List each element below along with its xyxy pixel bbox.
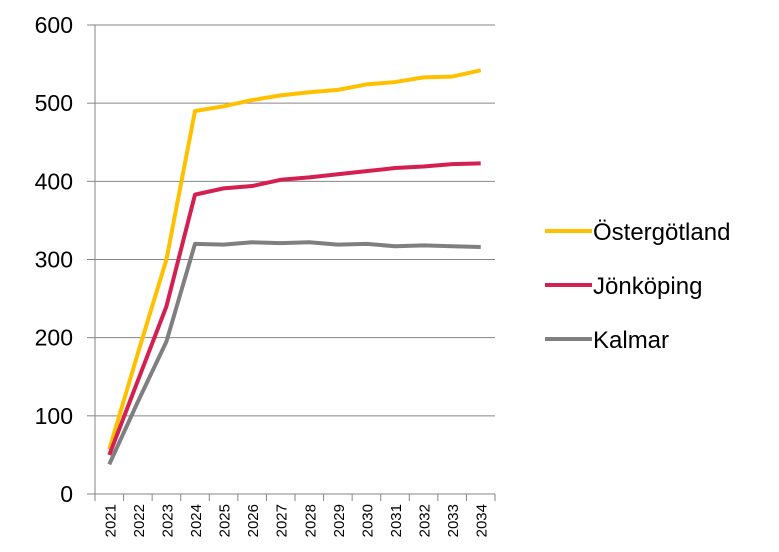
series-line bbox=[107, 161, 481, 456]
x-tick-label: 2024 bbox=[188, 504, 205, 537]
y-tick-label: 400 bbox=[35, 168, 73, 194]
x-tick-label: 2034 bbox=[474, 504, 491, 537]
y-tick-label: 200 bbox=[35, 325, 73, 351]
x-tick-label: 2022 bbox=[131, 504, 148, 537]
x-tick-label: 2023 bbox=[159, 504, 176, 537]
y-tick-label: 500 bbox=[35, 90, 73, 116]
y-tick-label: 0 bbox=[60, 481, 73, 507]
x-tick-label: 2021 bbox=[102, 504, 119, 537]
series-line bbox=[107, 68, 482, 451]
x-tick-label: 2025 bbox=[217, 504, 234, 537]
legend-label: Kalmar bbox=[593, 327, 669, 354]
series-line bbox=[107, 240, 481, 466]
y-tick-label: 100 bbox=[35, 403, 73, 429]
x-tick-label: 2030 bbox=[359, 504, 376, 537]
legend-label: Östergötland bbox=[593, 219, 730, 246]
x-tick-label: 2029 bbox=[331, 504, 348, 537]
x-tick-label: 2031 bbox=[388, 504, 405, 537]
x-tick-label: 2026 bbox=[245, 504, 262, 537]
legend-label: Jönköping bbox=[593, 273, 702, 300]
x-tick-label: 2033 bbox=[445, 504, 462, 537]
x-tick-label: 2032 bbox=[417, 504, 434, 537]
x-tick-label: 2028 bbox=[302, 504, 319, 537]
x-tick-label: 2027 bbox=[274, 504, 291, 537]
y-tick-label: 300 bbox=[35, 247, 73, 273]
y-tick-label: 600 bbox=[35, 12, 73, 38]
